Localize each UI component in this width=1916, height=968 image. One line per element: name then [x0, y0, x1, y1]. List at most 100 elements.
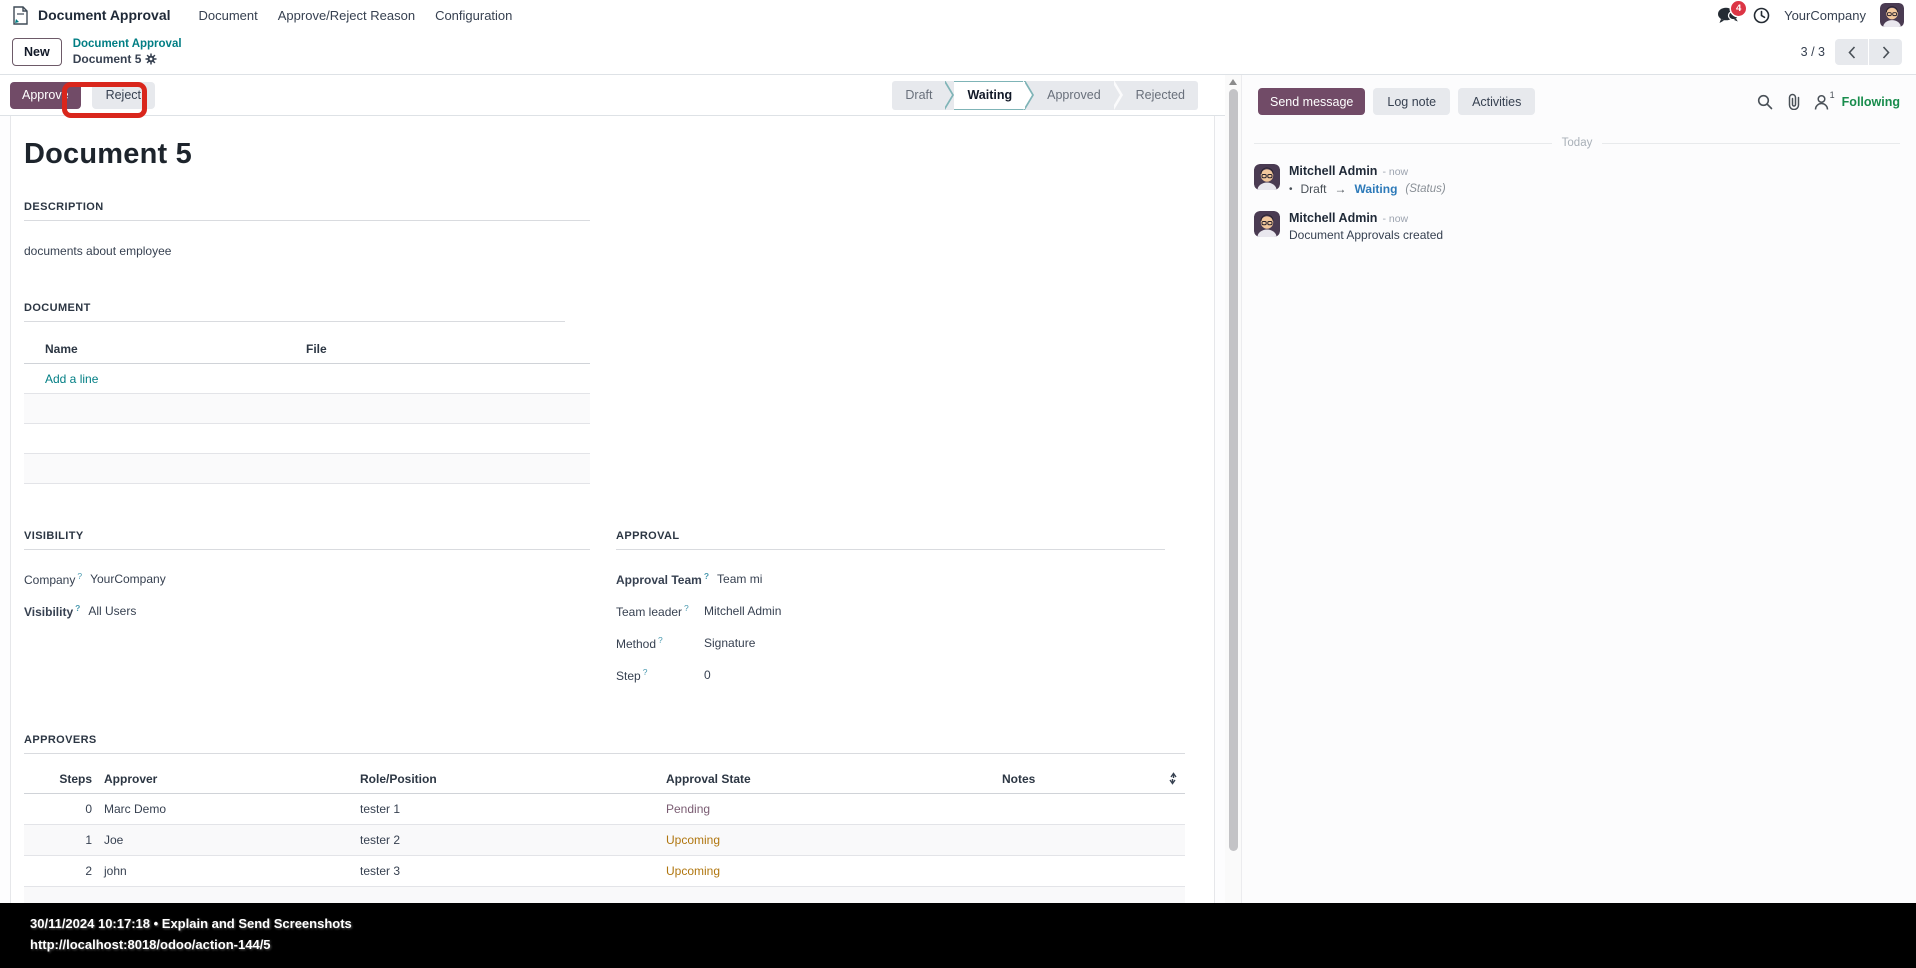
approver-row[interactable]: 0 Marc Demo tester 1 Pending	[24, 794, 1185, 825]
approver-role: tester 3	[360, 864, 401, 878]
breadcrumb-current: Document 5	[72, 51, 142, 66]
chatter-panel: Send message Log note Activities	[1241, 75, 1916, 968]
activities-button[interactable]: Activities	[1458, 88, 1536, 115]
status-step-draft[interactable]: Draft	[905, 88, 933, 102]
step-value[interactable]: 0	[704, 668, 711, 682]
company-switcher[interactable]: YourCompany	[1784, 7, 1866, 23]
approval-team-value[interactable]: Team mi	[717, 572, 763, 586]
pager-next-button[interactable]	[1869, 39, 1902, 65]
activity-clock-icon[interactable]	[1753, 7, 1770, 24]
search-messages-icon[interactable]	[1757, 94, 1773, 110]
breadcrumb-parent-link[interactable]: Document Approval	[72, 38, 182, 51]
approver-role: tester 1	[360, 802, 401, 816]
message-author: Mitchell Admin	[1289, 164, 1378, 178]
tracking-field-name: (Status)	[1405, 183, 1446, 195]
followers-icon[interactable]: 1	[1814, 90, 1835, 110]
approver-state: Pending	[666, 802, 711, 816]
approval-team-label: Approval Team?	[616, 571, 710, 587]
reject-button[interactable]: Reject	[91, 81, 155, 109]
document-table: Name File Add a line	[24, 334, 590, 484]
approver-name: john	[104, 864, 127, 878]
approver-step: 0	[85, 802, 92, 816]
tracking-new-value: Waiting	[1354, 182, 1398, 196]
section-label-approvers: APPROVERS	[24, 734, 1185, 754]
menu-document[interactable]: Document	[198, 7, 258, 23]
followers-count: 1	[1829, 89, 1835, 100]
pager-previous-button[interactable]	[1835, 39, 1868, 65]
message-time: - now	[1382, 213, 1409, 225]
gear-icon[interactable]	[145, 53, 157, 65]
approvers-col-steps: Steps	[59, 771, 92, 786]
approver-state: Upcoming	[666, 864, 721, 878]
help-marker: ?	[77, 571, 83, 581]
section-label-approval: APPROVAL	[616, 530, 1165, 550]
message-avatar	[1254, 164, 1280, 190]
scroll-up-arrow[interactable]	[1229, 79, 1237, 85]
menu-configuration[interactable]: Configuration	[435, 7, 513, 23]
status-step-approved[interactable]: Approved	[1047, 88, 1101, 102]
breadcrumb: Document Approval Document 5	[73, 37, 182, 66]
add-a-line-link[interactable]: Add a line	[45, 371, 99, 386]
chatter-message: Mitchell Admin - now • Draft → Waiting (…	[1254, 164, 1900, 196]
document-empty-row	[24, 424, 590, 454]
help-marker: ?	[684, 603, 689, 613]
app-title[interactable]: Document Approval	[38, 7, 171, 23]
optional-columns-icon[interactable]	[1145, 772, 1185, 785]
status-step-rejected[interactable]: Rejected	[1135, 88, 1185, 102]
status-step-waiting[interactable]: Waiting	[954, 80, 1026, 110]
attachments-icon[interactable]	[1786, 93, 1801, 110]
message-author: Mitchell Admin	[1289, 211, 1378, 225]
approver-name: Marc Demo	[104, 802, 167, 816]
user-avatar[interactable]	[1880, 3, 1904, 27]
scrollbar-thumb[interactable]	[1228, 89, 1238, 851]
section-label-description: DESCRIPTION	[24, 201, 590, 221]
send-message-button[interactable]: Send message	[1258, 88, 1366, 115]
help-marker: ?	[658, 635, 663, 645]
approver-row[interactable]: 2 john tester 3 Upcoming	[24, 856, 1185, 887]
message-time: - now	[1382, 166, 1409, 178]
approver-name: Joe	[104, 833, 124, 847]
step-label: Step?	[616, 667, 648, 683]
chatter-message: Mitchell Admin - now Document Approvals …	[1254, 211, 1900, 242]
approvers-col-role: Role/Position	[360, 771, 437, 786]
approvers-col-approver: Approver	[104, 771, 158, 786]
message-avatar	[1254, 211, 1280, 237]
approver-row[interactable]: 1 Joe tester 2 Upcoming	[24, 825, 1185, 856]
company-field-value[interactable]: YourCompany	[90, 572, 166, 586]
visibility-field-label: Visibility?	[24, 603, 81, 619]
description-text[interactable]: documents about employee	[24, 244, 172, 258]
method-value[interactable]: Signature	[704, 636, 756, 650]
screenshot-timestamp: 30/11/2024 10:17:18 • Explain and Send S…	[30, 916, 352, 931]
approve-button[interactable]: Approve	[10, 81, 81, 109]
approver-state: Upcoming	[666, 833, 721, 847]
visibility-field-value[interactable]: All Users	[88, 604, 137, 618]
new-button[interactable]: New	[12, 38, 62, 66]
status-pipeline: Draft Waiting Approved Rejected	[892, 80, 1198, 110]
approver-role: tester 2	[360, 833, 401, 847]
approver-step: 1	[85, 833, 92, 847]
approvers-table: Steps Approver Role/Position Approval St…	[24, 764, 1185, 918]
document-add-line-row: Add a line	[24, 364, 590, 394]
menu-approve-reject-reason[interactable]: Approve/Reject Reason	[277, 7, 416, 23]
approvers-col-state: Approval State	[666, 771, 751, 786]
following-toggle[interactable]: Following	[1841, 94, 1900, 109]
vertical-scrollbar[interactable]	[1225, 75, 1241, 968]
section-label-visibility: VISIBILITY	[24, 530, 590, 550]
messages-icon[interactable]: 4	[1717, 1, 1747, 24]
log-note-button[interactable]: Log note	[1373, 88, 1451, 115]
bullet: •	[1289, 183, 1293, 195]
document-col-name: Name	[45, 341, 78, 356]
arrow-right-icon: →	[1334, 182, 1347, 196]
approvers-col-notes: Notes	[1002, 771, 1036, 786]
method-label: Method?	[616, 635, 663, 651]
section-label-document: DOCUMENT	[24, 302, 565, 322]
screenshot-url: http://localhost:8018/odoo/action-144/5	[30, 937, 271, 952]
page-title: Document 5	[24, 138, 192, 170]
pager-counter: 3 / 3	[1800, 45, 1825, 59]
screenshot-status-bar: 30/11/2024 10:17:18 • Explain and Send S…	[0, 903, 1916, 968]
form-region: Approve Reject Draft Waiting Approved Re…	[0, 75, 1225, 968]
top-navbar: Document Approval Document Approve/Rejec…	[0, 0, 1916, 30]
team-leader-value[interactable]: Mitchell Admin	[704, 604, 782, 618]
app-icon[interactable]	[12, 5, 29, 25]
message-count-badge: 4	[1731, 1, 1747, 16]
